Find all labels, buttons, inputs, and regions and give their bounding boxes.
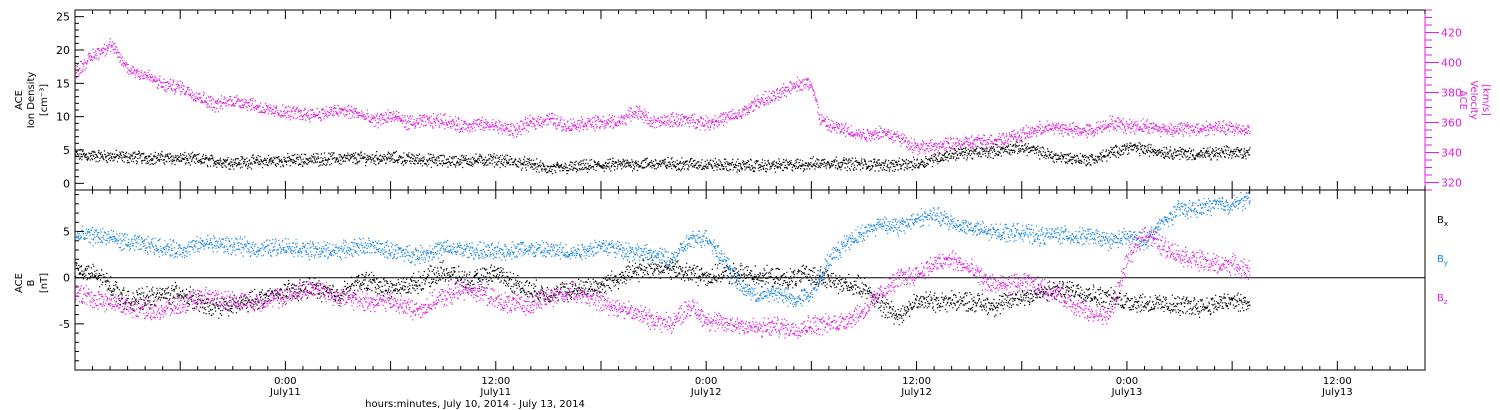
ion-density-series xyxy=(75,139,1251,175)
by-series xyxy=(75,191,1251,308)
b-axis-label: B xyxy=(26,279,37,286)
velocity-tick-label: 380 xyxy=(1441,87,1462,100)
density-axis-label: ACE xyxy=(14,90,25,110)
b-tick-label: 0 xyxy=(63,272,70,285)
x-tick-label-time: 12:00 xyxy=(481,376,510,387)
velocity-tick-label: 340 xyxy=(1441,147,1462,160)
legend-entry-bx: Bx xyxy=(1437,215,1448,228)
by-series-points xyxy=(75,191,1251,308)
x-tick-label-time: 12:00 xyxy=(1323,376,1352,387)
legend-entry-by: By xyxy=(1437,254,1448,267)
x-tick-label-date: July12 xyxy=(690,387,722,398)
x-tick-label-date: July13 xyxy=(1111,387,1143,398)
velocity-axis-label: Velocity xyxy=(1468,80,1479,119)
ion-density-series-points xyxy=(75,139,1251,175)
x-tick-label-time: 0:00 xyxy=(274,376,296,387)
density-axis-label: Ion Density xyxy=(26,72,37,129)
x-tick-label-date: July11 xyxy=(479,387,511,398)
bx-series-points xyxy=(75,256,1251,326)
velocity-axis-label: [km/s] xyxy=(1480,84,1491,116)
velocity-tick-label: 320 xyxy=(1441,177,1462,190)
density-tick-label: 0 xyxy=(63,177,70,190)
density-tick-label: 15 xyxy=(56,77,70,90)
velocity-tick-label: 420 xyxy=(1441,27,1462,40)
legend-entry-bz: Bz xyxy=(1437,293,1448,306)
velocity-axis-label: ACE xyxy=(1457,90,1468,110)
b-axis-label: [nT] xyxy=(39,273,50,293)
velocity-series-points xyxy=(75,38,1251,156)
x-tick-label-time: 0:00 xyxy=(1116,376,1138,387)
density-tick-label: 20 xyxy=(56,44,70,57)
x-tick-label-time: 12:00 xyxy=(902,376,931,387)
bz-series-points xyxy=(75,227,1251,339)
density-tick-label: 10 xyxy=(56,111,70,124)
bz-series xyxy=(75,227,1251,339)
bottom-panel: -5 0 5 ACE B [nT] Bx By Bz xyxy=(14,189,1448,371)
velocity-tick-label: 400 xyxy=(1441,57,1462,70)
density-tick-label: 25 xyxy=(56,11,70,24)
x-tick-label-date: July11 xyxy=(269,387,301,398)
x-axis-caption: hours:minutes, July 10, 2014 - July 13, … xyxy=(365,399,585,410)
bx-series xyxy=(75,256,1251,326)
x-tick-label-date: July12 xyxy=(900,387,932,398)
x-tick-label-date: July13 xyxy=(1321,387,1353,398)
velocity-tick-label: 360 xyxy=(1441,117,1462,130)
x-axis: 0:00July1112:00July110:00July1212:00July… xyxy=(74,10,1426,398)
b-axis-label: ACE xyxy=(14,273,25,293)
b-tick-label: -5 xyxy=(59,318,70,331)
velocity-series xyxy=(75,38,1251,156)
bottom-panel-frame xyxy=(74,189,1426,371)
density-axis-label: [cm⁻³] xyxy=(39,84,50,116)
b-tick-label: 5 xyxy=(63,226,70,239)
density-tick-label: 5 xyxy=(63,144,70,157)
x-tick-label-time: 0:00 xyxy=(695,376,717,387)
